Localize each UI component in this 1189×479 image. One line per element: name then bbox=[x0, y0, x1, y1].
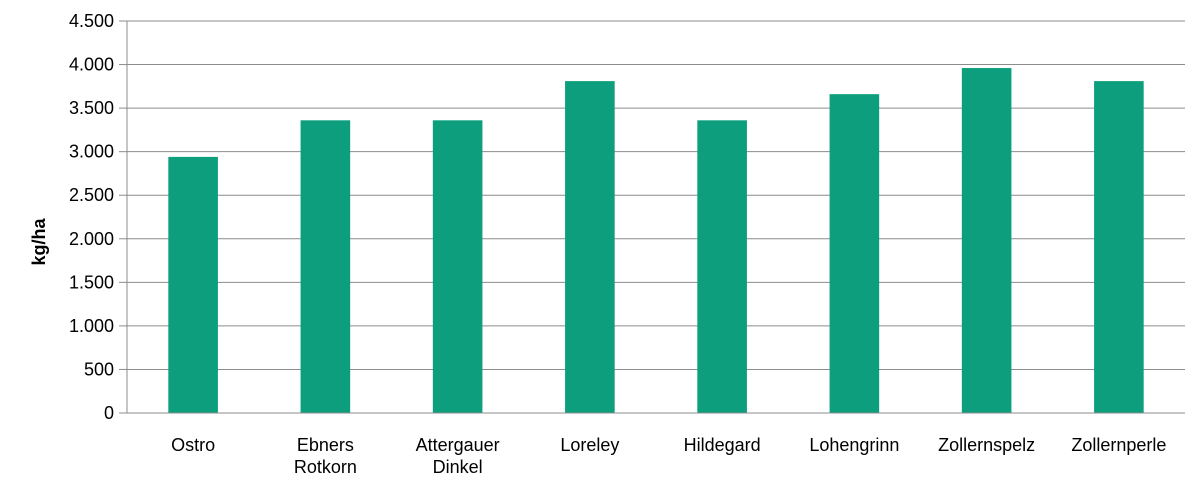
x-tick-label: Hildegard bbox=[684, 435, 761, 455]
x-tick-label: Ostro bbox=[171, 435, 215, 455]
x-tick-label-line: Zollernspelz bbox=[938, 435, 1035, 455]
x-tick-label: Loreley bbox=[560, 435, 619, 455]
bars bbox=[168, 68, 1144, 414]
bar bbox=[432, 120, 483, 413]
x-tick-labels: Ostro Ebners Rotkorn Attergauer Dinkel Lorele… bbox=[171, 435, 1166, 477]
bar bbox=[168, 156, 218, 414]
bar bbox=[1094, 81, 1144, 414]
y-tick-label: 2.000 bbox=[69, 229, 114, 249]
y-tick-label: 1.000 bbox=[69, 316, 114, 336]
axes bbox=[119, 20, 1185, 414]
bar bbox=[961, 68, 1012, 413]
x-tick-label: Zollernspelz bbox=[938, 435, 1035, 455]
y-tick-label: 2.500 bbox=[69, 185, 114, 205]
x-tick-label-line: Lohengrinn bbox=[809, 435, 899, 455]
x-tick-label: Lohengrinn bbox=[809, 435, 899, 455]
x-tick-label: Zollernperle bbox=[1071, 435, 1166, 455]
y-axis-label: kg/ha bbox=[29, 218, 49, 266]
y-tick-labels: 0 500 1.000 1.500 2.000 2.500 3.000 3.500 4.000 4… bbox=[69, 11, 114, 423]
x-tick-label-line: Zollernperle bbox=[1071, 435, 1166, 455]
y-tick-label: 0 bbox=[104, 403, 114, 423]
x-tick-label: Ebners Rotkorn bbox=[294, 435, 357, 477]
y-tick-label: 500 bbox=[84, 359, 114, 379]
x-tick-label-line: Ebners bbox=[297, 435, 354, 455]
x-tick-label-line: Rotkorn bbox=[294, 457, 357, 477]
x-tick-label-line: Hildegard bbox=[684, 435, 761, 455]
x-tick-label-line: Attergauer bbox=[416, 435, 500, 455]
x-tick-label-line: Loreley bbox=[560, 435, 619, 455]
gridlines bbox=[127, 20, 1185, 370]
bar bbox=[697, 120, 747, 413]
y-tick-label: 4.000 bbox=[69, 55, 114, 75]
y-tick-label: 3.500 bbox=[69, 98, 114, 118]
bar bbox=[829, 94, 880, 413]
bar bbox=[300, 120, 351, 413]
x-tick-label: Attergauer Dinkel bbox=[416, 435, 500, 477]
y-tick-label: 3.000 bbox=[69, 142, 114, 162]
x-tick-label-line: Dinkel bbox=[433, 457, 483, 477]
y-tick-label: 4.500 bbox=[69, 11, 114, 31]
bar bbox=[565, 81, 615, 414]
y-tick-label: 1.500 bbox=[69, 272, 114, 292]
x-tick-label-line: Ostro bbox=[171, 435, 215, 455]
